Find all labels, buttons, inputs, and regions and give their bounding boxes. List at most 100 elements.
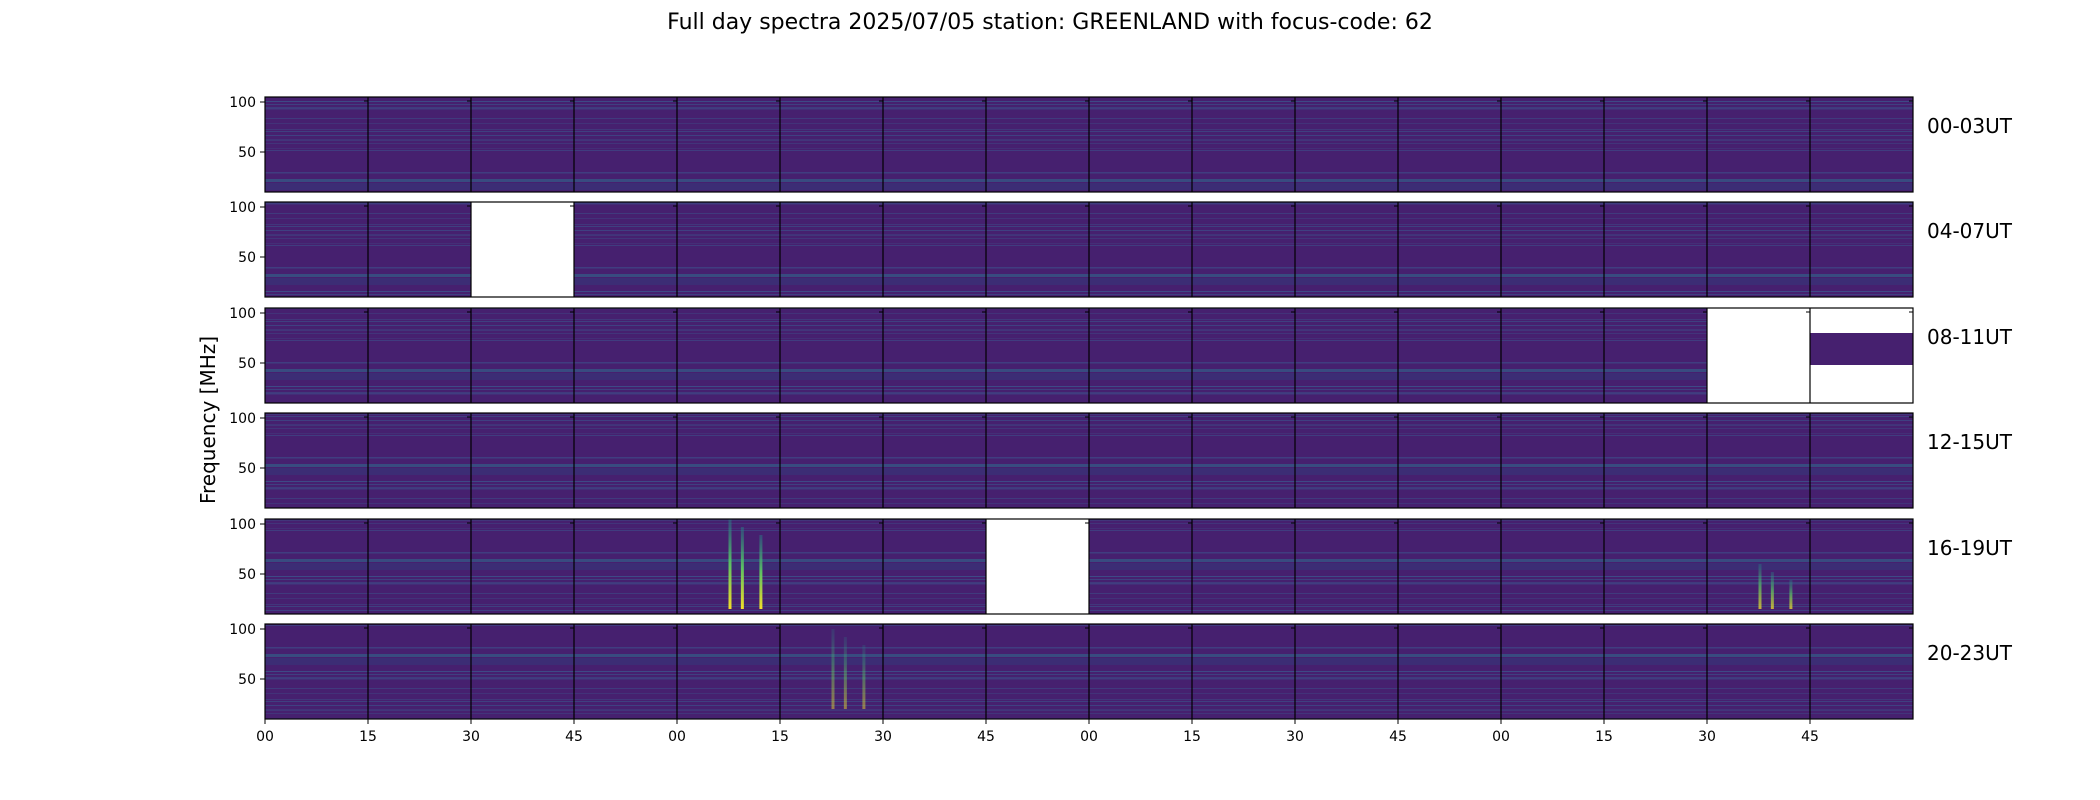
spectrum-panel bbox=[677, 202, 780, 297]
x-tick-label: 45 bbox=[977, 729, 995, 745]
x-tick-label: 30 bbox=[462, 729, 480, 745]
x-tick-label: 30 bbox=[1698, 729, 1716, 745]
panel-grid bbox=[264, 96, 1914, 720]
x-tick-label: 15 bbox=[359, 729, 377, 745]
row-time-label: 00-03UT bbox=[1927, 114, 2012, 138]
spectrum-panel bbox=[986, 308, 1089, 403]
y-tick-label: 50 bbox=[238, 567, 256, 583]
row-frame bbox=[264, 96, 1914, 193]
spectrum-panel bbox=[1192, 413, 1295, 508]
spectrum-panel bbox=[1192, 202, 1295, 297]
spectrum-panel bbox=[574, 624, 677, 719]
row-frame bbox=[264, 201, 1914, 298]
axis-labels: 100 50 100 50 100 50 100 50 100 50 100 50 00 15 30 45 00… bbox=[229, 95, 1819, 745]
y-tick-label: 50 bbox=[238, 356, 256, 372]
spectrum-panel bbox=[1295, 308, 1398, 403]
spectrum-panel bbox=[986, 202, 1089, 297]
row-time-label: 12-15UT bbox=[1927, 430, 2012, 454]
spectrum-panel bbox=[1501, 519, 1604, 614]
radio-burst bbox=[1770, 572, 1774, 609]
row-frame bbox=[264, 307, 1914, 404]
spectrum-panel bbox=[883, 308, 986, 403]
radio-burst bbox=[831, 629, 835, 709]
spectrum-panel bbox=[265, 97, 368, 192]
spectrum-panel bbox=[574, 202, 677, 297]
spectrum-panel bbox=[1707, 624, 1810, 719]
spectrum-panel bbox=[574, 97, 677, 192]
x-tick-label: 00 bbox=[668, 729, 686, 745]
spectrum-panel bbox=[780, 519, 883, 614]
spectrum-panel bbox=[368, 519, 471, 614]
row-time-label: 20-23UT bbox=[1927, 641, 2012, 665]
partial-spectrum bbox=[1810, 333, 1913, 365]
y-tick-label: 100 bbox=[229, 95, 256, 111]
spectrum-panel bbox=[471, 519, 574, 614]
spectrum-panel bbox=[1295, 413, 1398, 508]
spectrum-panel bbox=[1295, 202, 1398, 297]
x-tick-label: 15 bbox=[1183, 729, 1201, 745]
spectrum-panel bbox=[1295, 97, 1398, 192]
x-tick-label: 30 bbox=[874, 729, 892, 745]
spectrum-panel bbox=[1089, 97, 1192, 192]
y-tick-label: 100 bbox=[229, 200, 256, 216]
spectrum-panel bbox=[265, 202, 368, 297]
spectrum-panel bbox=[1810, 413, 1913, 508]
spectrum-panel bbox=[1501, 413, 1604, 508]
spectrum-panel bbox=[1707, 308, 1810, 403]
y-tick-label: 50 bbox=[238, 250, 256, 266]
spectrum-panel bbox=[986, 413, 1089, 508]
spectra-row bbox=[264, 201, 1914, 298]
spectrum-panel bbox=[368, 308, 471, 403]
spectrum-panel bbox=[1604, 519, 1707, 614]
spectrum-panel bbox=[1089, 202, 1192, 297]
radio-burst bbox=[862, 645, 866, 709]
spectrum-panel bbox=[1398, 97, 1501, 192]
chart-title: Full day spectra 2025/07/05 station: GRE… bbox=[667, 10, 1433, 35]
spectrum-panel bbox=[1398, 519, 1501, 614]
y-tick-label: 100 bbox=[229, 622, 256, 638]
spectrum-panel bbox=[471, 97, 574, 192]
spectrum-panel bbox=[883, 413, 986, 508]
spectrum-panel bbox=[1707, 97, 1810, 192]
spectrum-panel bbox=[883, 519, 986, 614]
spectrum-panel bbox=[471, 202, 574, 297]
x-tick-label: 00 bbox=[256, 729, 274, 745]
radio-burst bbox=[740, 527, 744, 609]
radio-burst bbox=[759, 535, 763, 609]
x-tick-label: 30 bbox=[1286, 729, 1304, 745]
spectrum-panel bbox=[1604, 202, 1707, 297]
x-tick-label: 45 bbox=[565, 729, 583, 745]
spectrum-panel bbox=[471, 413, 574, 508]
spectrum-panel bbox=[1604, 413, 1707, 508]
spectrum-panel bbox=[265, 413, 368, 508]
row-frame bbox=[264, 518, 1914, 615]
spectrum-panel bbox=[368, 202, 471, 297]
radio-burst bbox=[843, 637, 847, 709]
spectrum-panel bbox=[265, 624, 368, 719]
spectrum-panel bbox=[1810, 624, 1913, 719]
spectrum-panel bbox=[1810, 202, 1913, 297]
spectrum-panel bbox=[883, 97, 986, 192]
spectra-row bbox=[264, 623, 1914, 720]
spectrum-panel bbox=[1810, 97, 1913, 192]
row-time-label: 16-19UT bbox=[1927, 536, 2012, 560]
spectrum-panel bbox=[574, 308, 677, 403]
y-tick-label: 100 bbox=[229, 306, 256, 322]
spectrum-panel bbox=[1501, 202, 1604, 297]
spectrum-panel bbox=[1398, 624, 1501, 719]
spectrum-panel bbox=[1295, 519, 1398, 614]
row-time-label: 04-07UT bbox=[1927, 219, 2012, 243]
spectrum-panel bbox=[1604, 97, 1707, 192]
y-tick-label: 50 bbox=[238, 461, 256, 477]
spectrum-panel bbox=[1089, 413, 1192, 508]
spectrum-panel bbox=[1501, 308, 1604, 403]
spectrum-panel bbox=[1501, 624, 1604, 719]
spectrum-panel bbox=[1192, 97, 1295, 192]
spectrum-panel bbox=[1192, 624, 1295, 719]
spectrum-panel bbox=[1398, 308, 1501, 403]
spectrum-panel bbox=[1604, 624, 1707, 719]
spectrum-panel bbox=[1707, 413, 1810, 508]
spectrum-panel bbox=[780, 413, 883, 508]
x-tick-label: 15 bbox=[771, 729, 789, 745]
